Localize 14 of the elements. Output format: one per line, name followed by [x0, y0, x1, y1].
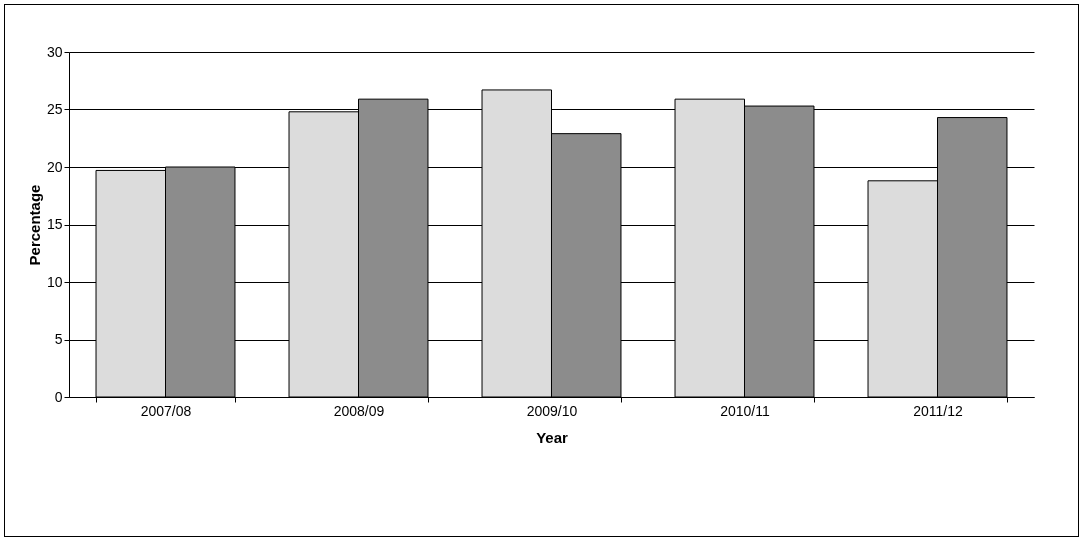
y-tick-label: 0 — [54, 388, 63, 405]
x-axis-title: Year — [536, 428, 569, 446]
y-tick-label: 5 — [54, 331, 63, 347]
x-tick-label: 2011/12 — [913, 402, 963, 419]
x-tick-label: 2010/11 — [720, 402, 770, 419]
y-tick-label: 15 — [46, 216, 63, 232]
y-tick-label: 10 — [46, 273, 63, 290]
y-tick-label: 20 — [46, 158, 63, 175]
y-tick-label: 25 — [46, 101, 63, 117]
x-tick-label: 2007/08 — [140, 402, 192, 419]
x-tick-label: 2008/09 — [333, 402, 385, 419]
x-tick-label: 2009/10 — [526, 402, 578, 419]
y-tick-label: 30 — [46, 43, 63, 60]
y-axis-title: Percentage — [25, 184, 43, 266]
